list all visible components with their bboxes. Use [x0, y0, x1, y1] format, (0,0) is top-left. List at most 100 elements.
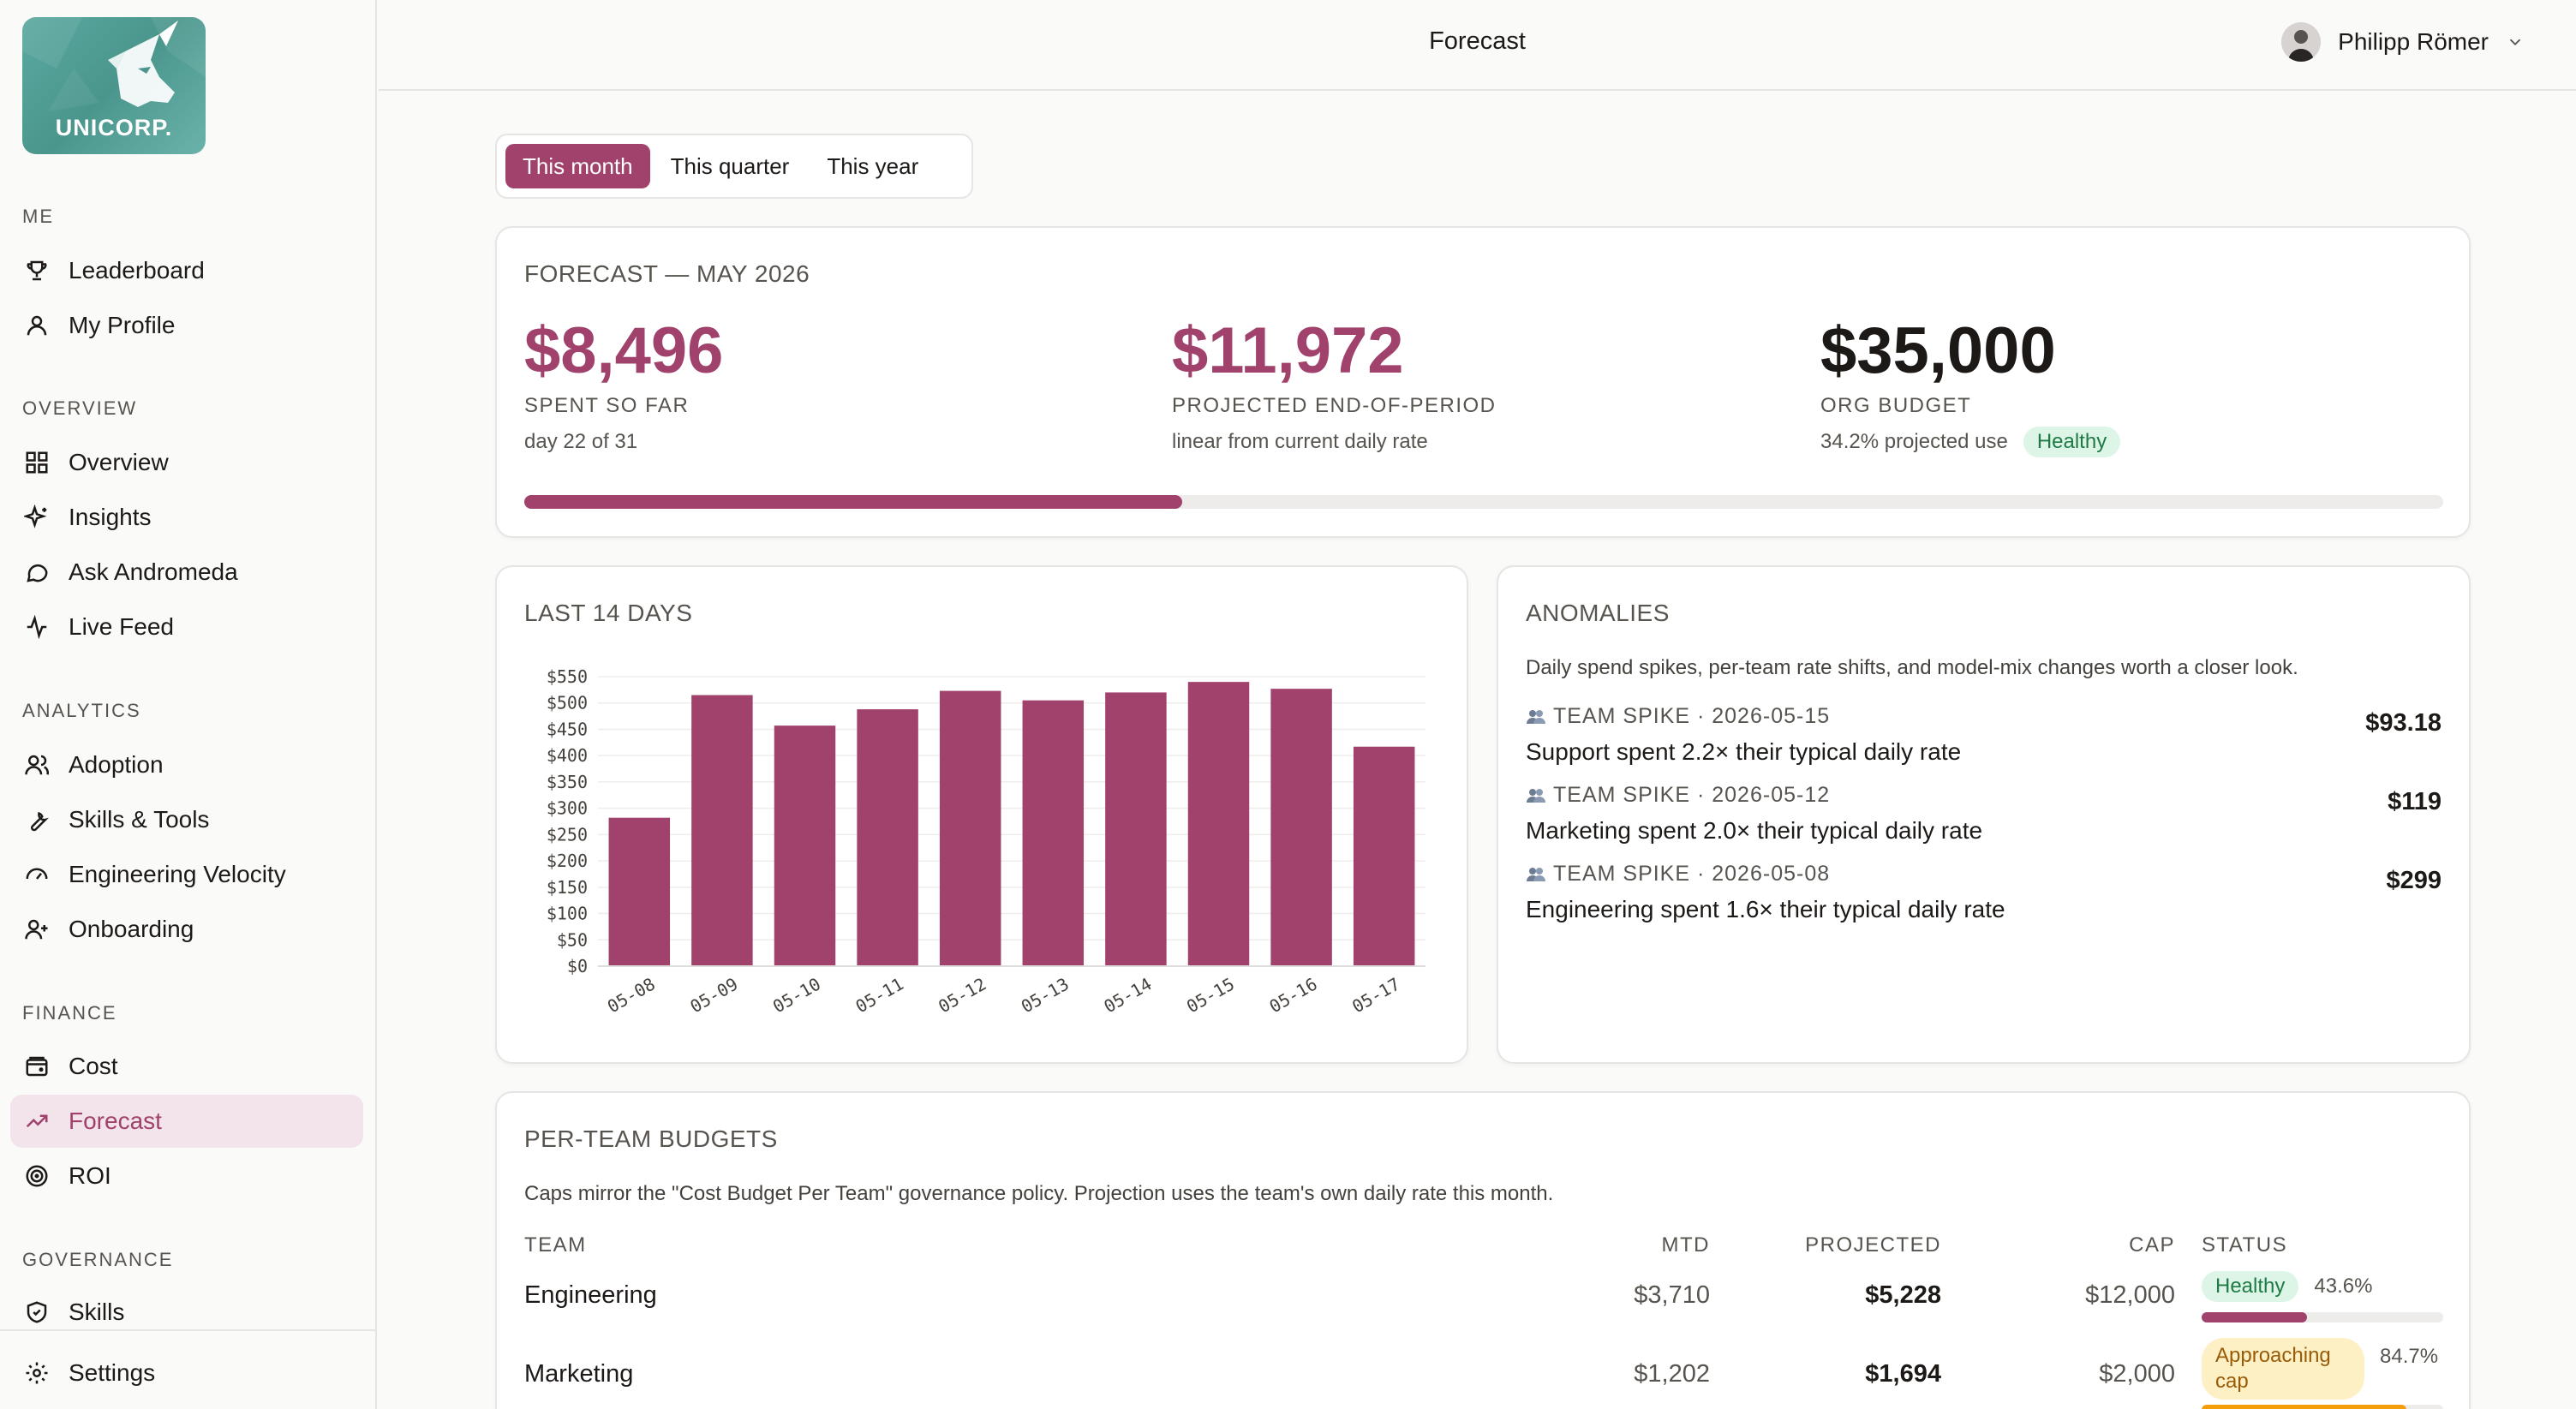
budget-sub: 34.2% projected use: [1820, 430, 2008, 453]
sidebar-item-roi[interactable]: ROI: [10, 1149, 363, 1203]
spend-progress-fill: [524, 495, 1182, 509]
status-badge: Healthy: [2023, 427, 2121, 457]
sidebar-item-ask-andromeda[interactable]: Ask Andromeda: [10, 546, 363, 599]
company-logo[interactable]: UNICORP.: [22, 17, 206, 154]
team-progress-bar: [2202, 1312, 2443, 1322]
bar[interactable]: [691, 695, 753, 966]
budget-sub-row: 34.2% projected use Healthy: [1820, 427, 2121, 457]
x-tick-label: 05-11: [852, 973, 907, 1017]
section-label-me: ME: [22, 206, 54, 227]
last-14-days-card: LAST 14 DAYS $0 $50 $100 $150 $200 $250 $300 $3…: [495, 565, 1468, 1064]
anomaly-item[interactable]: TEAM SPIKE · 2026-05-12 Marketing spent …: [1526, 783, 2442, 855]
sidebar-divider: [0, 1329, 377, 1331]
sidebar-item-onboarding[interactable]: Onboarding: [10, 903, 363, 956]
projected-sub: linear from current daily rate: [1172, 430, 1428, 453]
x-tick-label: 05-14: [1100, 973, 1155, 1017]
users-icon: [22, 750, 51, 779]
sidebar-item-label: Overview: [69, 449, 169, 475]
gauge-icon: [22, 860, 51, 889]
bar[interactable]: [1105, 692, 1167, 966]
anomalies-title: ANOMALIES: [1526, 600, 1670, 626]
sidebar-item-skills-tools[interactable]: Skills & Tools: [10, 793, 363, 846]
anomaly-item[interactable]: TEAM SPIKE · 2026-05-15 Support spent 2.…: [1526, 704, 2442, 776]
column-header-cap: CAP: [2129, 1233, 2175, 1257]
sidebar-item-insights[interactable]: Insights: [10, 491, 363, 544]
section-label-overview: OVERVIEW: [22, 397, 138, 419]
sidebar-item-live-feed[interactable]: Live Feed: [10, 600, 363, 654]
shield-icon: [22, 1298, 51, 1327]
y-tick-label: $350: [547, 772, 588, 792]
trophy-icon: [22, 256, 51, 285]
chart-title: LAST 14 DAYS: [524, 600, 693, 626]
y-tick-label: $100: [547, 904, 588, 924]
sidebar-item-label: Forecast: [69, 1107, 162, 1134]
team-mtd: $1,202: [1634, 1360, 1710, 1388]
forecast-card: FORECAST — MAY 2026 $8,496 SPENT SO FAR …: [495, 226, 2471, 538]
per-team-budgets-card: PER-TEAM BUDGETS Caps mirror the "Cost B…: [495, 1091, 2471, 1409]
projected-value: $11,972: [1172, 314, 1404, 387]
y-tick-label: $200: [547, 851, 588, 871]
column-header-projected: PROJECTED: [1805, 1233, 1941, 1257]
bar[interactable]: [857, 709, 918, 966]
sidebar-item-cost[interactable]: Cost: [10, 1040, 363, 1093]
x-tick-label: 05-16: [1266, 973, 1321, 1017]
user-menu[interactable]: Philipp Römer: [2281, 22, 2525, 62]
team-pct: 43.6%: [2314, 1275, 2373, 1298]
budget-label: ORG BUDGET: [1820, 394, 1972, 417]
team-cap: $2,000: [2099, 1360, 2175, 1388]
anomaly-item[interactable]: TEAM SPIKE · 2026-05-08 Engineering spen…: [1526, 862, 2442, 934]
user-plus-icon: [22, 915, 51, 944]
team-name[interactable]: Engineering: [524, 1281, 657, 1309]
team-projected: $1,694: [1865, 1360, 1941, 1388]
bar[interactable]: [1353, 746, 1415, 966]
team-mtd: $3,710: [1634, 1281, 1710, 1309]
team-name[interactable]: Marketing: [524, 1360, 634, 1388]
sidebar-item-label: Leaderboard: [69, 257, 205, 284]
sidebar-item-skills[interactable]: Skills: [10, 1287, 363, 1338]
bar[interactable]: [1187, 682, 1250, 966]
sidebar-item-overview[interactable]: Overview: [10, 436, 363, 489]
section-label-finance: FINANCE: [22, 1002, 117, 1024]
tab-this-year[interactable]: This year: [827, 152, 919, 179]
bar[interactable]: [608, 817, 671, 966]
sidebar-item-label: Ask Andromeda: [69, 558, 238, 585]
bar[interactable]: [1270, 689, 1332, 966]
user-icon: [22, 311, 51, 340]
y-tick-label: $0: [567, 956, 588, 976]
spend-progress-bar: [524, 495, 2443, 509]
team-progress-bar: [2202, 1405, 2443, 1409]
page-title: Forecast: [1429, 27, 1526, 55]
sidebar-item-forecast[interactable]: Forecast: [10, 1095, 363, 1148]
anomaly-amount: $93.18: [2365, 709, 2442, 737]
sidebar: UNICORP. ME Leaderboard My Profile OVERV…: [0, 0, 377, 1409]
tab-this-quarter[interactable]: This quarter: [670, 152, 790, 179]
status-badge: Approaching cap: [2202, 1338, 2364, 1400]
sidebar-item-leaderboard[interactable]: Leaderboard: [10, 244, 363, 297]
bar[interactable]: [774, 725, 836, 966]
top-bar: Forecast Philipp Römer: [379, 0, 2576, 91]
anomalies-description: Daily spend spikes, per-team rate shifts…: [1526, 656, 2298, 679]
tab-this-month[interactable]: This month: [505, 144, 650, 188]
sidebar-item-engineering-velocity[interactable]: Engineering Velocity: [10, 848, 363, 901]
sidebar-item-label: Skills: [69, 1299, 125, 1325]
section-label-governance: GOVERNANCE: [22, 1249, 174, 1270]
bar[interactable]: [1022, 700, 1085, 966]
team-progress-fill: [2202, 1405, 2406, 1409]
wrench-icon: [22, 805, 51, 834]
x-tick-label: 05-13: [1018, 973, 1073, 1017]
sidebar-item-adoption[interactable]: Adoption: [10, 738, 363, 791]
projected-label: PROJECTED END-OF-PERIOD: [1172, 394, 1497, 417]
bar-chart: $0 $50 $100 $150 $200 $250 $300 $350 $400 $450 $50…: [547, 666, 1425, 1017]
column-header-team: TEAM: [524, 1233, 587, 1257]
sidebar-item-my-profile[interactable]: My Profile: [10, 299, 363, 352]
y-tick-label: $400: [547, 745, 588, 766]
gear-icon: [22, 1358, 51, 1388]
x-tick-label: 05-15: [1183, 973, 1238, 1017]
sidebar-item-settings[interactable]: Settings: [10, 1346, 363, 1400]
bar[interactable]: [939, 690, 1001, 966]
unicorn-logo-icon: [22, 17, 206, 111]
sidebar-item-label: Cost: [69, 1053, 118, 1079]
sidebar-item-label: Live Feed: [69, 613, 174, 640]
forecast-title: FORECAST — MAY 2026: [524, 260, 810, 287]
team-icon: [1526, 787, 1546, 804]
